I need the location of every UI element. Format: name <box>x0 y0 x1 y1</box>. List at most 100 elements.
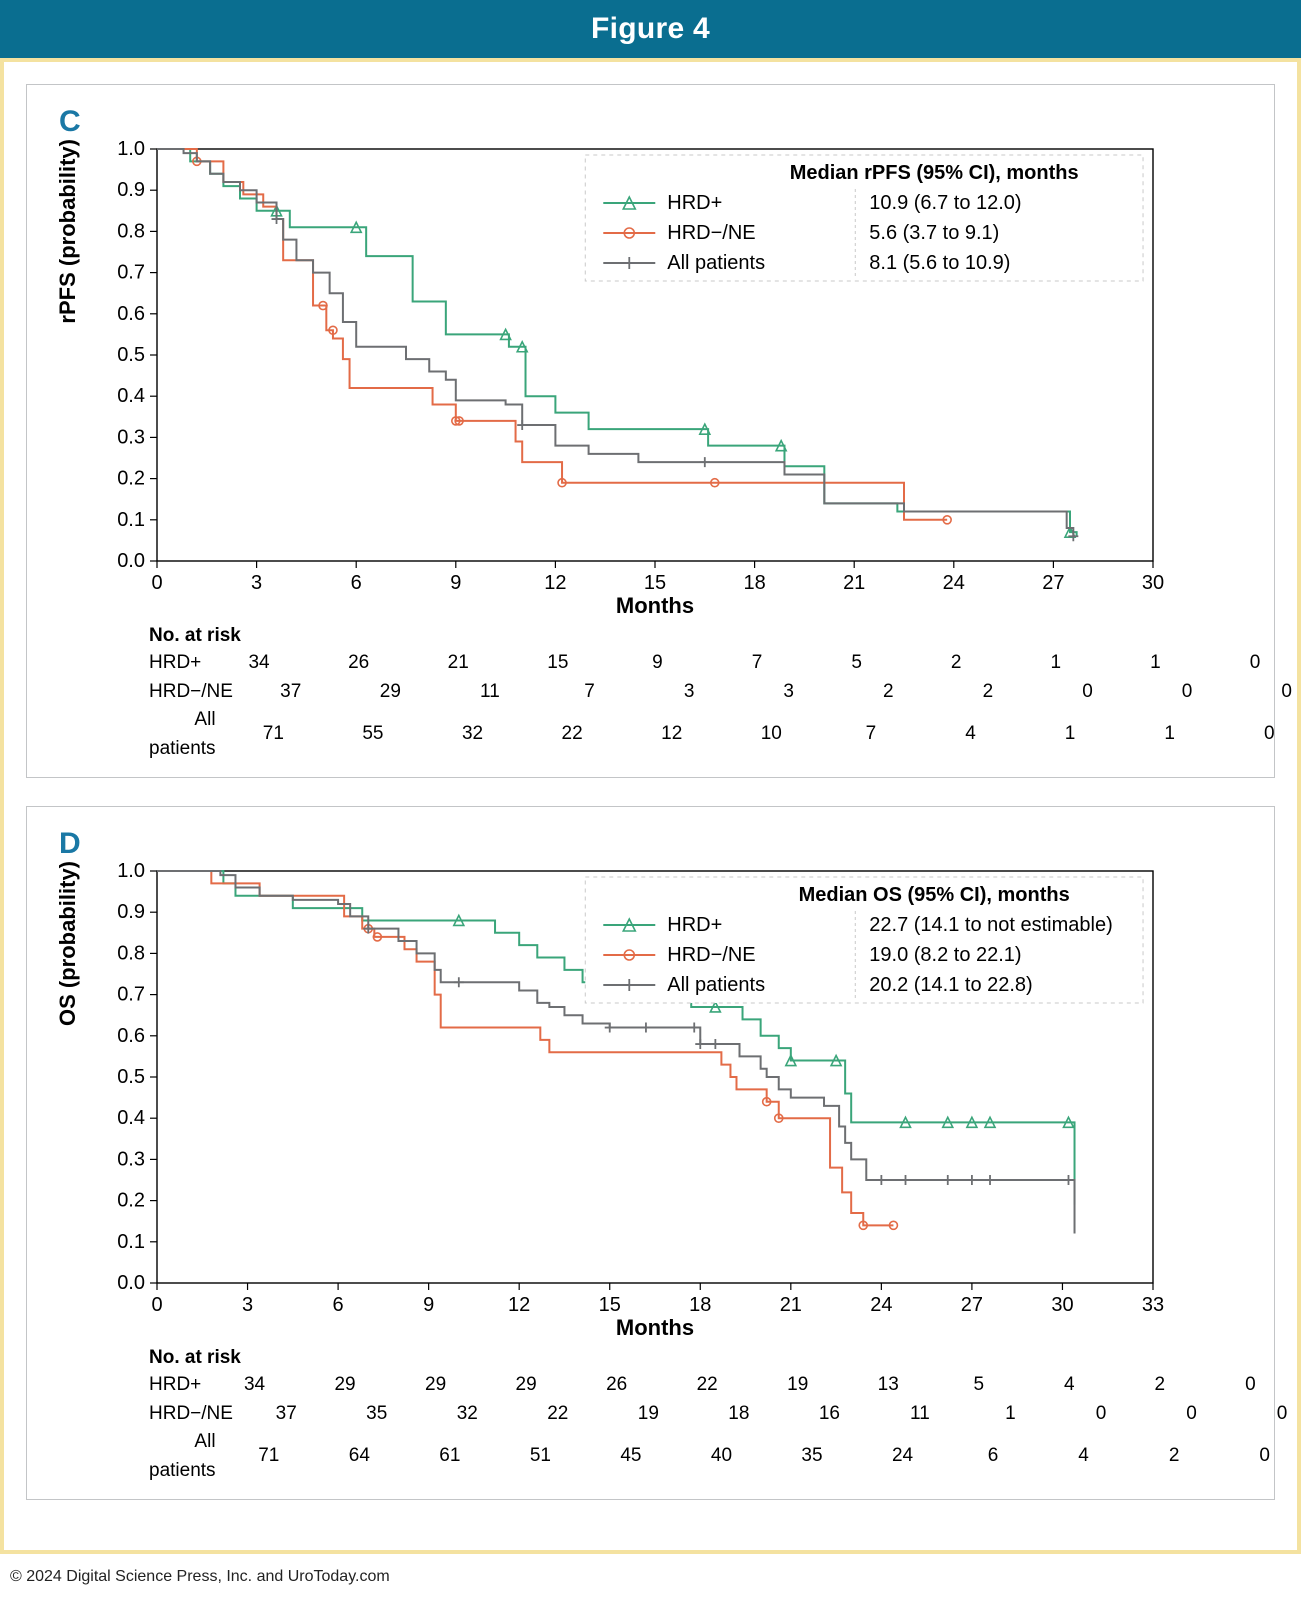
risk-cell: 11 <box>875 1400 966 1429</box>
risk-cell: 19 <box>752 1371 843 1400</box>
legend-series-value: 8.1 (5.6 to 10.9) <box>869 252 1010 274</box>
x-tick-label: 0 <box>151 572 162 594</box>
x-tick-label: 0 <box>151 1294 162 1316</box>
risk-cell: 7 <box>821 720 921 749</box>
risk-row-label: HRD+ <box>149 1371 209 1400</box>
x-tick-label: 27 <box>961 1294 983 1316</box>
risk-cell: 35 <box>767 1442 858 1471</box>
risk-cell: 45 <box>586 1442 677 1471</box>
y-tick-label: 0.1 <box>117 1231 145 1253</box>
x-tick-label: 33 <box>1142 1294 1164 1316</box>
risk-cell: 37 <box>241 678 341 707</box>
y-tick-label: 0.0 <box>117 550 145 572</box>
y-tick-label: 0.3 <box>117 1148 145 1170</box>
risk-cell: 55 <box>323 720 423 749</box>
risk-cell: 2 <box>839 678 939 707</box>
risk-row-hrd_pos: HRD+342621159752110 <box>149 649 1246 678</box>
risk-cell: 2 <box>938 678 1038 707</box>
x-tick-label: 30 <box>1051 1294 1073 1316</box>
risk-cell: 1 <box>1020 720 1120 749</box>
x-tick-label: 27 <box>1042 572 1064 594</box>
risk-cell: 32 <box>423 720 523 749</box>
y-tick-label: 0.2 <box>117 468 145 490</box>
risk-cell: 34 <box>209 649 309 678</box>
risk-cell: 1 <box>1106 649 1206 678</box>
legend-series-label: HRD−/NE <box>667 222 755 244</box>
risk-row-all: All patients71553222121074110 <box>149 706 1246 763</box>
risk-table-title: No. at risk <box>149 1347 1246 1369</box>
risk-cell: 1 <box>965 1400 1056 1429</box>
x-tick-label: 9 <box>423 1294 434 1316</box>
y-tick-label: 0.8 <box>117 942 145 964</box>
risk-cell: 21 <box>408 649 508 678</box>
y-tick-label: 0.4 <box>117 385 145 407</box>
risk-cell: 4 <box>921 720 1021 749</box>
risk-cell: 1 <box>1120 720 1220 749</box>
risk-cell: 0 <box>1219 720 1301 749</box>
x-tick-label: 3 <box>242 1294 253 1316</box>
risk-row-label: HRD−/NE <box>149 1400 241 1429</box>
x-tick-label: 18 <box>689 1294 711 1316</box>
risk-cell: 29 <box>390 1371 481 1400</box>
risk-cell: 1 <box>1006 649 1106 678</box>
legend-series-value: 5.6 (3.7 to 9.1) <box>869 222 999 244</box>
risk-cell: 6 <box>948 1442 1039 1471</box>
risk-cell: 0 <box>1137 678 1237 707</box>
risk-cell: 13 <box>843 1371 934 1400</box>
y-tick-label: 0.7 <box>117 262 145 284</box>
figure-frame: C rPFS (probability) 0.00.10.20.30.40.50… <box>0 58 1301 1554</box>
y-tick-label: 1.0 <box>117 861 145 882</box>
x-axis-label: Months <box>616 593 694 618</box>
risk-row-label: All patients <box>149 706 224 763</box>
legend-series-value: 22.7 (14.1 to not estimable) <box>869 914 1112 936</box>
x-tick-label: 6 <box>333 1294 344 1316</box>
x-tick-label: 12 <box>508 1294 530 1316</box>
risk-cell: 2 <box>1129 1442 1220 1471</box>
figure-container: Figure 4 C rPFS (probability) 0.00.10.20… <box>0 0 1301 1594</box>
x-tick-label: 30 <box>1142 572 1164 594</box>
risk-row-all: All patients71646151454035246420 <box>149 1428 1246 1485</box>
risk-cell: 5 <box>807 649 907 678</box>
risk-cell: 19 <box>603 1400 694 1429</box>
risk-row-label: HRD−/NE <box>149 678 241 707</box>
y-tick-label: 0.5 <box>117 1066 145 1088</box>
y-tick-label: 0.6 <box>117 303 145 325</box>
risk-cell: 0 <box>1056 1400 1147 1429</box>
panel-letter: D <box>59 827 1246 861</box>
risk-cell: 26 <box>571 1371 662 1400</box>
y-tick-label: 0.8 <box>117 220 145 242</box>
y-tick-label: 0.7 <box>117 984 145 1006</box>
y-tick-label: 1.0 <box>117 139 145 160</box>
risk-cell: 37 <box>241 1400 332 1429</box>
risk-cell: 34 <box>209 1371 300 1400</box>
km-plot: 0.00.10.20.30.40.50.60.70.80.91.00369121… <box>87 139 1167 619</box>
risk-cell: 0 <box>1038 678 1138 707</box>
risk-cell: 29 <box>300 1371 391 1400</box>
x-tick-label: 24 <box>943 572 965 594</box>
legend-series-label: HRD+ <box>667 192 722 214</box>
km-plot: 0.00.10.20.30.40.50.60.70.80.91.00369121… <box>87 861 1167 1341</box>
risk-cell: 26 <box>309 649 409 678</box>
risk-table-title: No. at risk <box>149 625 1246 647</box>
risk-cell: 29 <box>481 1371 572 1400</box>
risk-table: No. at riskHRD+342621159752110HRD−/NE372… <box>149 625 1246 763</box>
risk-cell: 0 <box>1237 678 1301 707</box>
risk-cell: 22 <box>662 1371 753 1400</box>
legend-series-value: 10.9 (6.7 to 12.0) <box>869 192 1021 214</box>
y-tick-label: 0.9 <box>117 179 145 201</box>
risk-cell: 0 <box>1146 1400 1237 1429</box>
x-tick-label: 12 <box>544 572 566 594</box>
legend-title: Median rPFS (95% CI), months <box>790 162 1079 184</box>
risk-cell: 7 <box>540 678 640 707</box>
y-tick-label: 0.0 <box>117 1272 145 1294</box>
risk-cell: 29 <box>341 678 441 707</box>
x-tick-label: 15 <box>599 1294 621 1316</box>
risk-cell: 22 <box>522 720 622 749</box>
x-tick-label: 21 <box>780 1294 802 1316</box>
risk-cell: 0 <box>1237 1400 1301 1429</box>
risk-cell: 61 <box>405 1442 496 1471</box>
risk-cell: 51 <box>495 1442 586 1471</box>
risk-table: No. at riskHRD+34292929262219135420HRD−/… <box>149 1347 1246 1485</box>
y-tick-label: 0.9 <box>117 901 145 923</box>
y-tick-label: 0.3 <box>117 426 145 448</box>
